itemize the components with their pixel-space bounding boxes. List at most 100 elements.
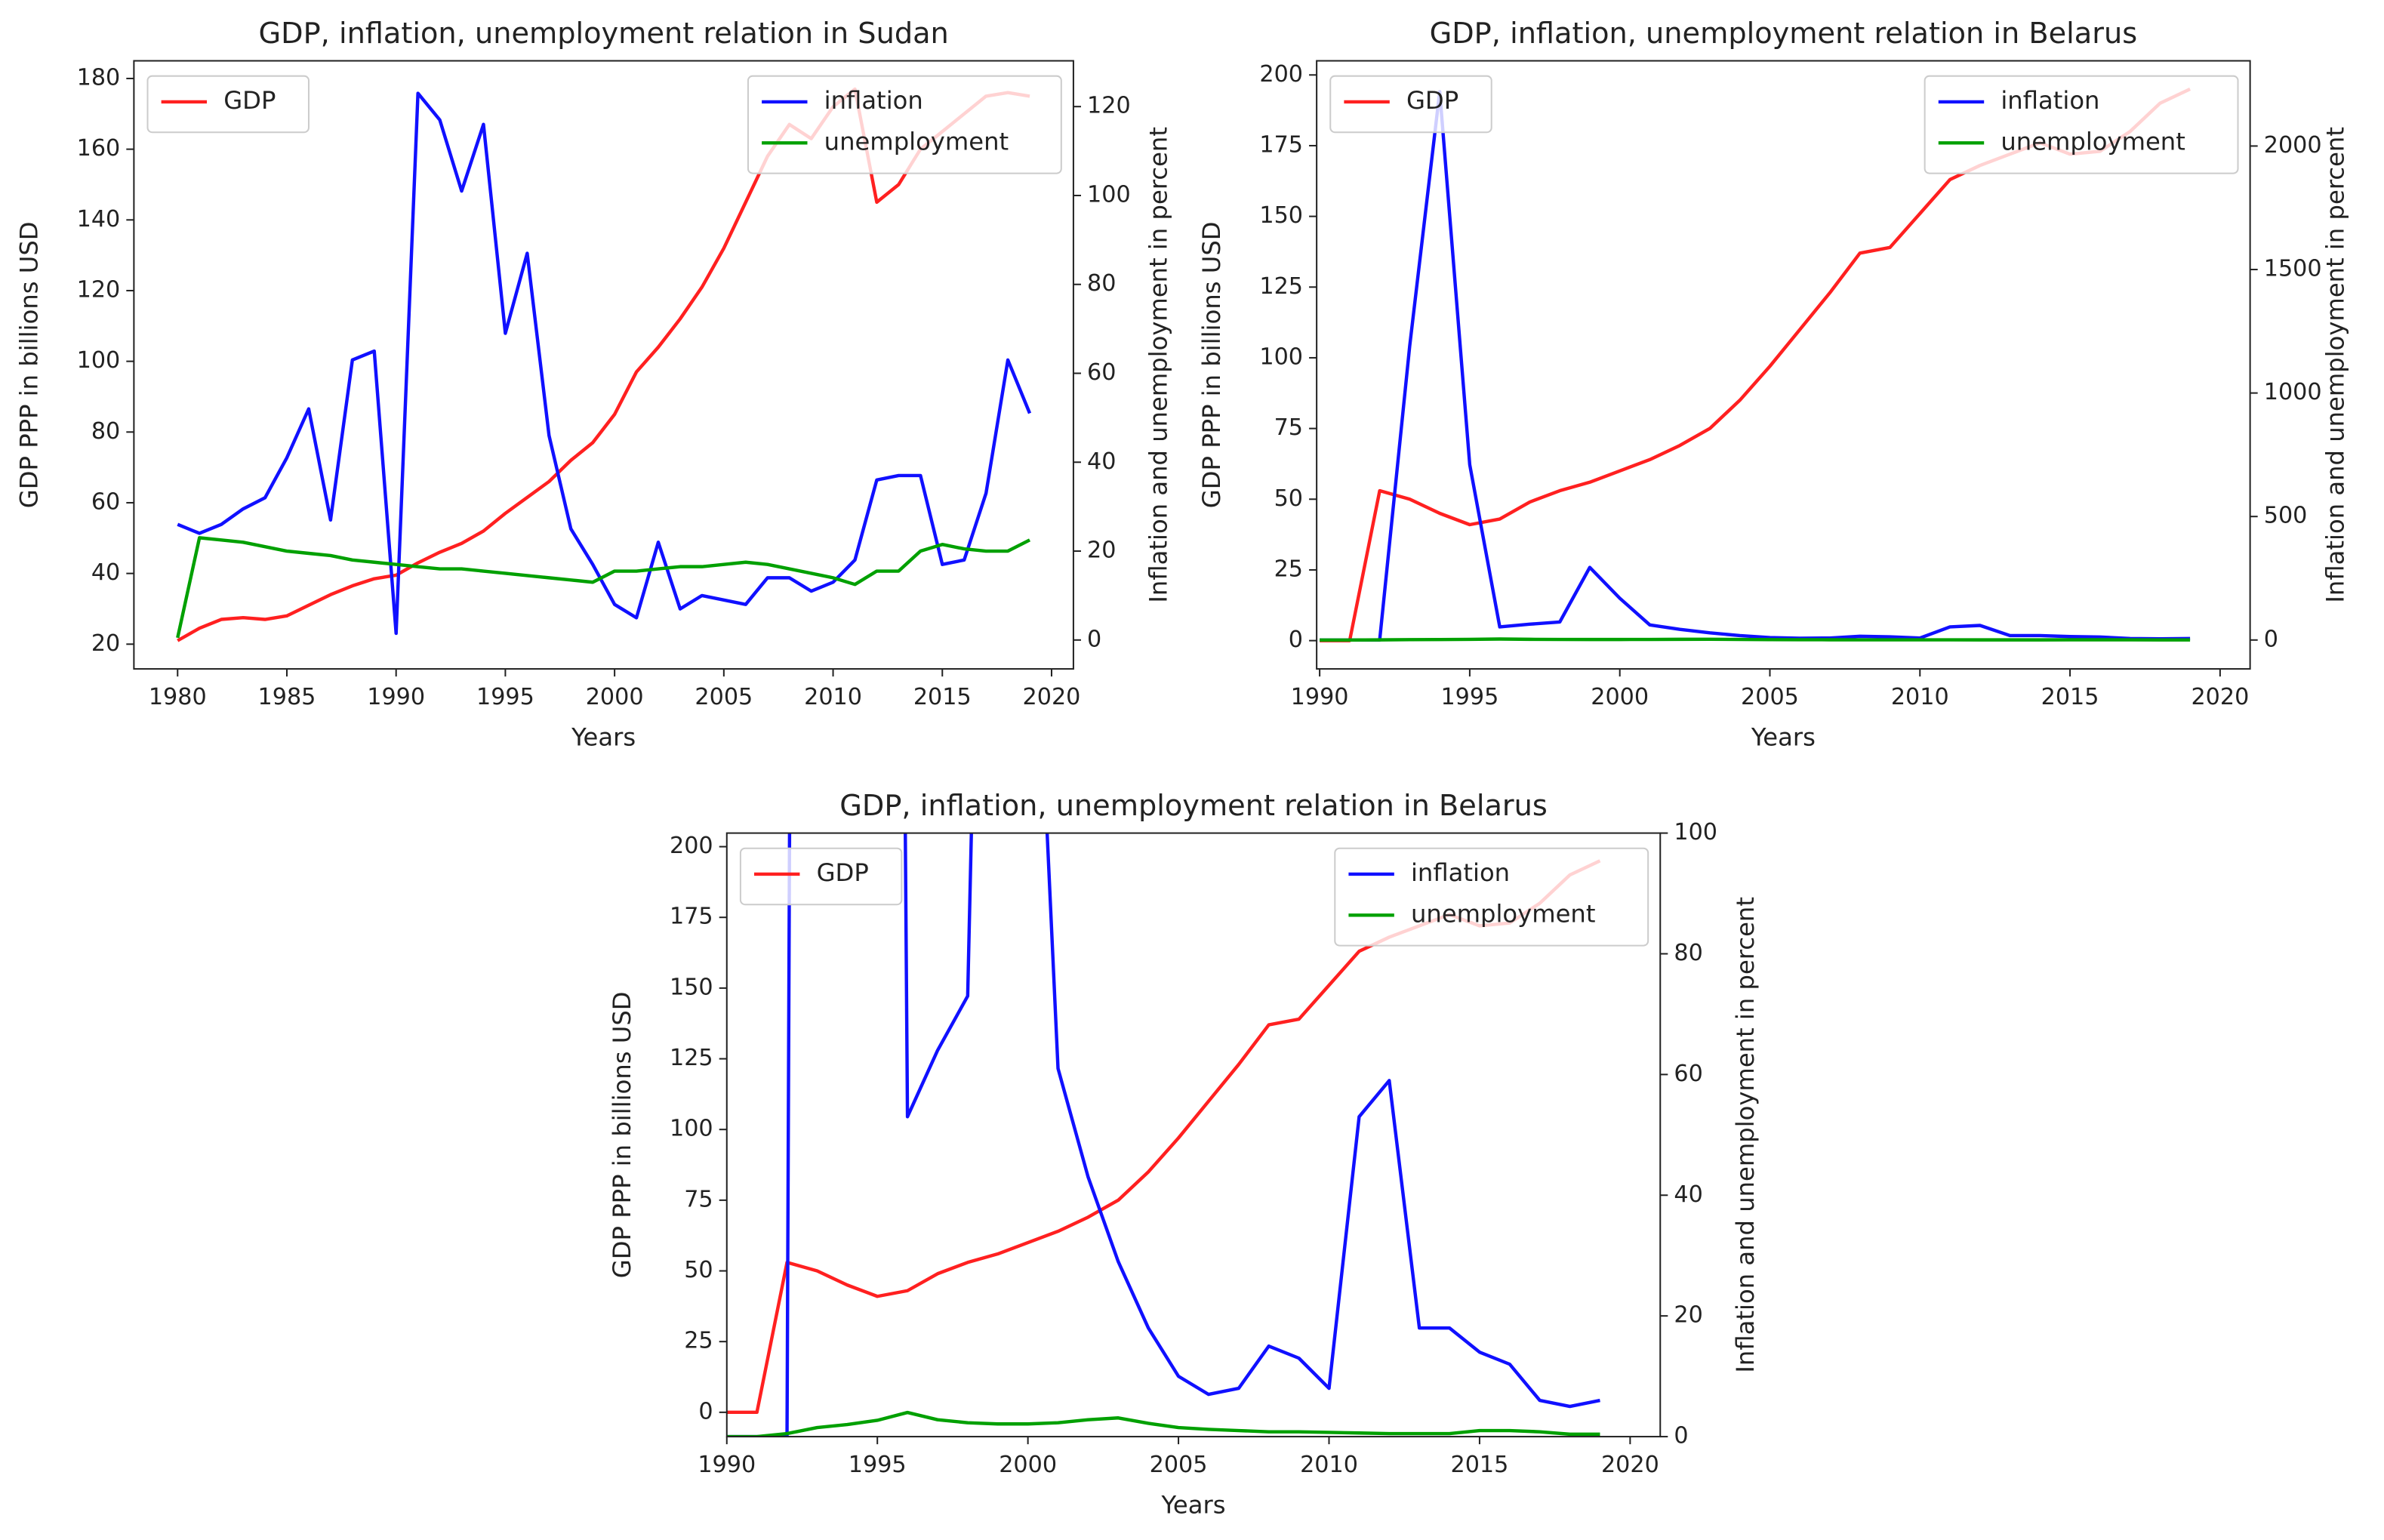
legend-label: unemployment xyxy=(2001,127,2185,156)
y-tick-label: 120 xyxy=(77,276,121,303)
y-tick-label: 150 xyxy=(670,974,713,1000)
legend-label: inflation xyxy=(824,86,923,115)
y-axis-label: GDP PPP in billions USD xyxy=(1197,221,1226,508)
y-tick-label: 175 xyxy=(670,904,713,930)
y-tick-label: 150 xyxy=(1259,202,1303,229)
x-tick-label: 1990 xyxy=(1291,684,1349,710)
legend-box xyxy=(146,75,310,134)
y-tick-label: 0 xyxy=(698,1398,713,1424)
x-tick-label: 2005 xyxy=(695,684,753,710)
y-tick-label: 75 xyxy=(1274,414,1303,441)
series-line xyxy=(726,833,1600,1437)
plot-frame xyxy=(133,60,1074,670)
x-tick-label: 2005 xyxy=(1741,684,1799,710)
x-tick-label: 2015 xyxy=(913,684,972,710)
x-tick-label: 2015 xyxy=(1451,1452,1509,1478)
y-tick-label: 80 xyxy=(91,418,120,445)
y-tick-label: 0 xyxy=(1289,627,1303,653)
series-line xyxy=(177,87,1030,642)
chart-title: GDP, inflation, unemployment relation in… xyxy=(258,17,948,51)
y-tick-label: 50 xyxy=(1274,485,1303,512)
y2-tick-label: 60 xyxy=(1087,359,1116,386)
x-tick-label: 2010 xyxy=(1300,1452,1358,1478)
y-tick-label: 100 xyxy=(77,347,121,374)
y-tick-label: 200 xyxy=(1259,61,1303,88)
y2-tick-label: 80 xyxy=(1674,940,1702,966)
x-tick-label: 1995 xyxy=(1440,684,1498,710)
x-tick-label: 2020 xyxy=(2191,684,2249,710)
x-tick-label: 2000 xyxy=(586,684,644,710)
series-line xyxy=(176,536,1031,639)
y2-tick-label: 500 xyxy=(2264,503,2308,529)
x-tick-label: 2010 xyxy=(1891,684,1949,710)
y2-tick-label: 20 xyxy=(1087,537,1116,564)
y-tick-label: 160 xyxy=(77,135,121,162)
legend-label: unemployment xyxy=(1411,899,1595,928)
y-tick-label: 100 xyxy=(670,1116,713,1142)
y2-tick-label: 0 xyxy=(1087,626,1101,652)
plot-frame xyxy=(725,832,1662,1438)
chart-title: GDP, inflation, unemployment relation in… xyxy=(1430,17,2138,51)
legend-label: GDP xyxy=(1406,86,1458,115)
y2-tick-label: 0 xyxy=(1674,1423,1688,1449)
y2-tick-label: 2000 xyxy=(2264,132,2322,159)
y2-tick-label: 20 xyxy=(1674,1302,1702,1329)
y-tick-label: 75 xyxy=(684,1186,713,1212)
x-tick-label: 1985 xyxy=(258,684,316,710)
chart: GDP, inflation, unemployment relation in… xyxy=(608,789,1760,1520)
y2-tick-label: 60 xyxy=(1674,1061,1702,1087)
y-tick-label: 140 xyxy=(77,206,121,233)
legend-box xyxy=(747,75,1062,174)
y2-tick-label: 100 xyxy=(1087,181,1131,208)
legend-label: GDP xyxy=(223,86,276,115)
y2-tick-label: 40 xyxy=(1087,448,1116,475)
series-line xyxy=(1320,90,2191,642)
y-tick-label: 180 xyxy=(77,64,121,91)
y2-tick-label: 120 xyxy=(1087,93,1131,119)
y2-tick-label: 1500 xyxy=(2264,256,2322,282)
x-tick-label: 2000 xyxy=(1591,684,1649,710)
x-tick-label: 2010 xyxy=(804,684,862,710)
x-tick-label: 2020 xyxy=(1023,684,1081,710)
x-tick-label: 1990 xyxy=(698,1452,756,1478)
y2-axis-label: Inflation and unemployment in percent xyxy=(1144,127,1173,603)
series-line xyxy=(726,1410,1600,1437)
x-tick-label: 1980 xyxy=(149,684,207,710)
y-axis-label: GDP PPP in billions USD xyxy=(608,991,636,1278)
x-axis-label: Years xyxy=(1161,1491,1226,1520)
y-tick-label: 125 xyxy=(670,1045,713,1071)
y2-tick-label: 100 xyxy=(1674,819,1717,845)
x-axis-label: Years xyxy=(571,723,636,752)
y2-tick-label: 1000 xyxy=(2264,379,2322,405)
plot-frame xyxy=(1316,60,2251,670)
y-tick-label: 125 xyxy=(1259,273,1303,300)
y2-tick-label: 0 xyxy=(2264,626,2278,652)
legend-label: inflation xyxy=(2001,86,2099,115)
x-tick-label: 1995 xyxy=(849,1452,907,1478)
y-tick-label: 25 xyxy=(684,1328,713,1354)
y-tick-label: 100 xyxy=(1259,343,1303,370)
y-tick-label: 60 xyxy=(91,488,120,515)
x-tick-label: 1990 xyxy=(367,684,425,710)
y2-tick-label: 80 xyxy=(1087,270,1116,297)
y2-axis-label: Inflation and unemployment in percent xyxy=(2321,127,2349,603)
y-tick-label: 25 xyxy=(1274,556,1303,582)
y-tick-label: 175 xyxy=(1259,131,1303,158)
chart: GDP, inflation, unemployment relation in… xyxy=(1197,17,2349,752)
x-tick-label: 2020 xyxy=(1601,1452,1659,1478)
legend-box xyxy=(739,847,903,906)
x-tick-label: 2000 xyxy=(999,1452,1057,1478)
legend-box xyxy=(1924,75,2239,174)
y-tick-label: 20 xyxy=(91,630,120,657)
chart-title: GDP, inflation, unemployment relation in… xyxy=(839,789,1548,823)
legend-label: unemployment xyxy=(824,127,1009,156)
chart: GDP, inflation, unemployment relation in… xyxy=(14,17,1172,752)
y-tick-label: 50 xyxy=(684,1257,713,1283)
x-tick-label: 1995 xyxy=(476,684,534,710)
y2-tick-label: 40 xyxy=(1674,1181,1702,1208)
y-axis-label: GDP PPP in billions USD xyxy=(14,221,43,508)
legend-label: inflation xyxy=(1411,858,1510,887)
y2-axis-label: Inflation and unemployment in percent xyxy=(1731,897,1760,1373)
x-tick-label: 2015 xyxy=(2041,684,2099,710)
